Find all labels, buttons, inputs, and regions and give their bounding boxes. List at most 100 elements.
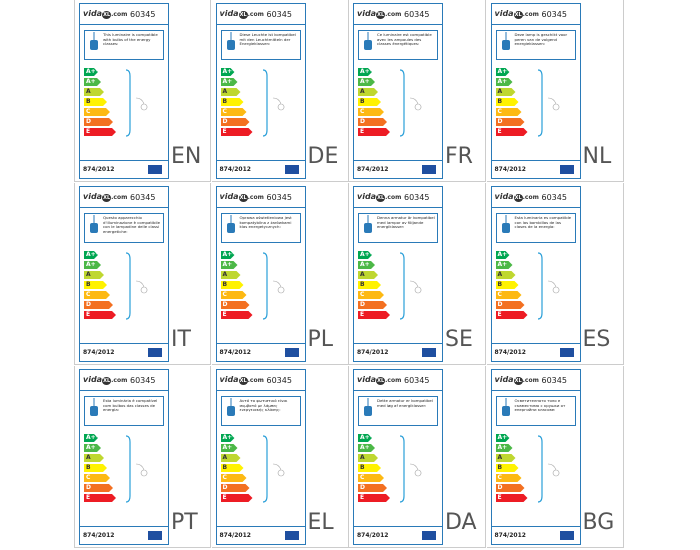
- energy-class: B: [496, 464, 519, 472]
- energy-class: B: [221, 464, 244, 472]
- energy-class: A+: [84, 444, 101, 452]
- lamp-icon: [364, 32, 372, 50]
- energy-class: A: [221, 88, 241, 96]
- brand-logo: vidaXL.com: [220, 192, 264, 202]
- eu-flag: [284, 165, 299, 174]
- energy-label: vidaXL.com 60345 Dette armatur er kompatib…: [353, 369, 443, 545]
- logo-mark: XL: [513, 194, 523, 202]
- energy-class: C: [496, 474, 522, 482]
- label-cell: vidaXL.com 60345 Diese Leuchte ist kompati…: [211, 0, 349, 182]
- energy-class: B: [358, 281, 381, 289]
- label-cell: vidaXL.com 60345 Αυτό το φωτιστικό είναι σ…: [211, 366, 349, 548]
- lamp-shade: [226, 223, 235, 233]
- energy-class: D: [84, 118, 113, 126]
- energy-class: E: [496, 128, 528, 136]
- energy-class: A++: [360, 68, 375, 75]
- logo-post: .com: [111, 194, 128, 201]
- energy-class: D: [358, 484, 387, 492]
- lamp-sketch: [409, 97, 422, 111]
- energy-class: A+: [84, 78, 101, 86]
- label-text: Diese Leuchte ist kompatibel mit den Leu…: [239, 32, 296, 47]
- lamp-sketch: [547, 463, 559, 477]
- brand-logo: vidaXL.com: [357, 375, 401, 385]
- energy-label: vidaXL.com 60345 Esta luminaria es compati…: [490, 186, 581, 362]
- divider: [491, 160, 580, 161]
- divider: [354, 24, 442, 25]
- divider: [80, 343, 168, 344]
- lamp-sketch: [547, 97, 559, 111]
- eu-flag: [422, 531, 436, 540]
- model-number: 60345: [404, 376, 430, 385]
- divider: [354, 390, 442, 391]
- energy-label: vidaXL.com 60345 Denna armatur är kompatib…: [353, 186, 443, 362]
- lamp-icon: [226, 32, 235, 50]
- energy-class: A++: [86, 68, 101, 75]
- divider: [80, 24, 168, 25]
- eu-flag: [422, 165, 436, 174]
- language-code: BG: [582, 510, 615, 535]
- divider: [491, 343, 580, 344]
- logo-post: .com: [247, 377, 264, 384]
- label-cell: vidaXL.com 60345 Denna armatur är kompatib…: [349, 183, 486, 365]
- lamp-shade: [501, 406, 510, 416]
- logo-pre: vida: [83, 192, 103, 201]
- bracket: [125, 252, 148, 320]
- logo-pre: vida: [219, 192, 239, 201]
- divider: [354, 160, 442, 161]
- energy-class: B: [84, 98, 107, 106]
- bracket: [537, 69, 559, 137]
- energy-class: A++: [497, 251, 513, 258]
- energy-label: vidaXL.com 60345 Diese Leuchte ist kompati…: [215, 3, 306, 179]
- label-cell: vidaXL.com 60345 Esta luminaria es compati…: [486, 183, 624, 365]
- label-cell: vidaXL.com 60345 Ce luminaire est compatib…: [349, 0, 486, 182]
- info-box: Ce luminaire est compatible avec les amp…: [358, 30, 438, 60]
- language-code: EL: [307, 510, 334, 535]
- energy-class: A+: [221, 78, 238, 86]
- energy-class: C: [496, 108, 522, 116]
- divider: [80, 526, 168, 527]
- info-box: Questo apparecchio d'illuminazione è com…: [84, 213, 164, 243]
- logo-post: .com: [522, 194, 539, 201]
- lamp-icon: [501, 398, 510, 416]
- energy-class: B: [496, 281, 519, 289]
- energy-class: B: [358, 464, 381, 472]
- eu-flag: [422, 348, 436, 357]
- info-box: Deze lamp is geschikt voor peren van de …: [495, 30, 576, 60]
- energy-class: A++: [360, 251, 375, 258]
- energy-class: A+: [358, 444, 375, 452]
- energy-class: D: [358, 118, 387, 126]
- energy-class: A++: [497, 68, 513, 75]
- divider: [491, 24, 580, 25]
- eu-flag: [148, 165, 162, 174]
- energy-class: A++: [86, 251, 101, 258]
- info-box: Oprawa oświetleniowa jest kompatybilna z…: [220, 213, 301, 243]
- logo-mark: XL: [376, 194, 386, 202]
- energy-class: B: [84, 281, 107, 289]
- bracket-line: [262, 435, 268, 503]
- logo-post: .com: [522, 11, 539, 18]
- energy-class: A: [358, 88, 378, 96]
- divider: [216, 207, 305, 208]
- energy-class: E: [496, 311, 528, 319]
- logo-post: .com: [111, 11, 128, 18]
- energy-class: A: [358, 454, 378, 462]
- regulation: 874/2012: [83, 532, 115, 539]
- lamp-icon: [226, 215, 235, 233]
- label-cell: vidaXL.com 60345 Осветителното тяло е съвм…: [486, 366, 624, 548]
- lamp-sketch: [135, 97, 148, 111]
- logo-post: .com: [385, 194, 402, 201]
- lamp-sketch: [409, 280, 422, 294]
- bracket-line: [399, 69, 405, 137]
- info-box: Denna armatur är kompatibel med lampor a…: [358, 213, 438, 243]
- model-number: 60345: [266, 193, 292, 202]
- regulation: 874/2012: [357, 349, 389, 356]
- energy-class: B: [358, 98, 381, 106]
- model-number: 60345: [130, 10, 156, 19]
- energy-label: vidaXL.com 60345 Ce luminaire est compatib…: [353, 3, 443, 179]
- energy-class: A: [84, 88, 104, 96]
- energy-class: A+: [496, 444, 513, 452]
- logo-mark: XL: [238, 11, 248, 19]
- energy-class: E: [84, 311, 116, 319]
- eu-flag: [559, 165, 574, 174]
- bracket: [537, 435, 559, 503]
